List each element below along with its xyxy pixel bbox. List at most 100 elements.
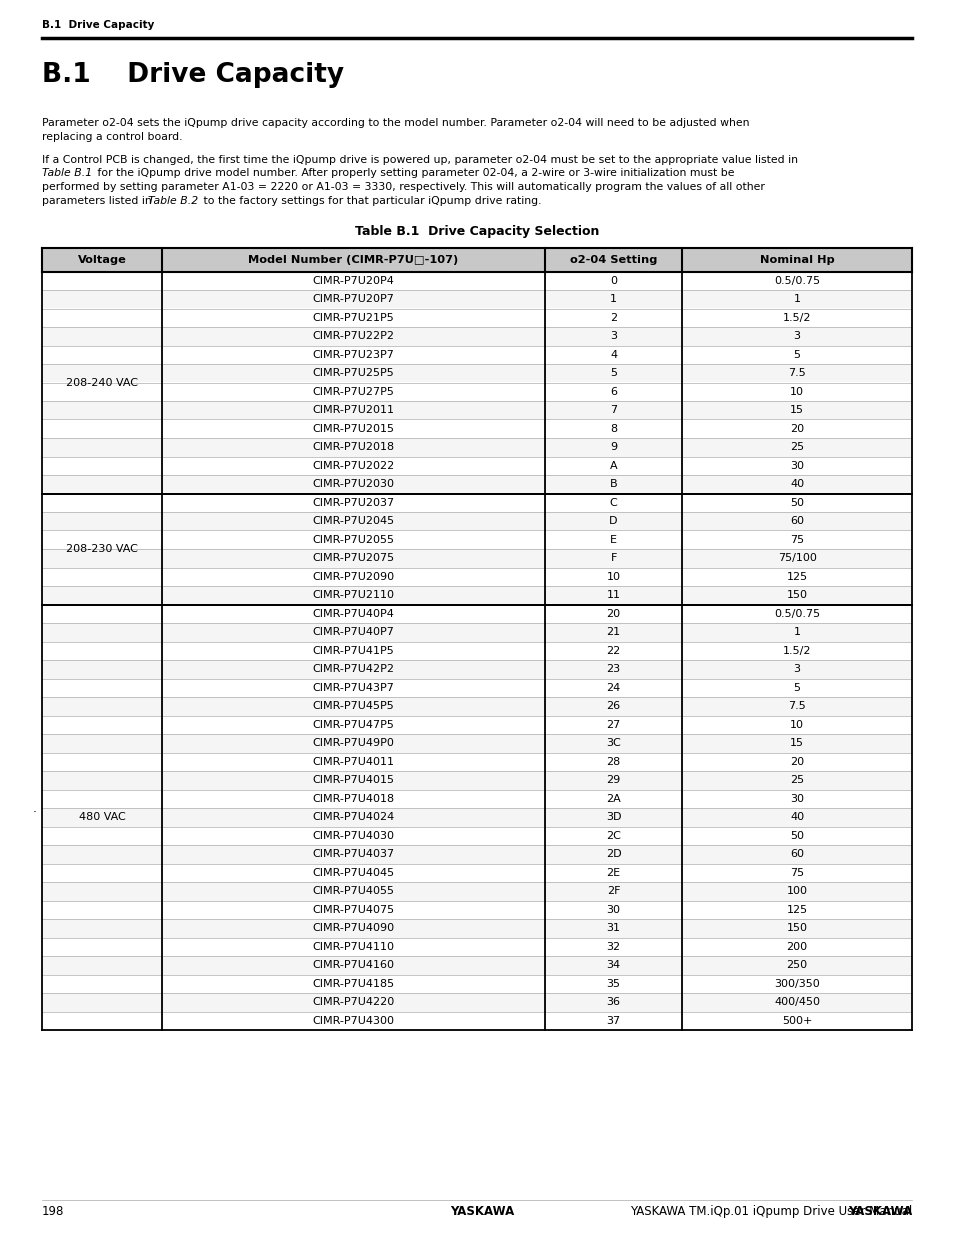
Bar [42, 900, 911, 919]
Text: 125: 125 [786, 905, 807, 915]
Bar [42, 641, 911, 659]
Bar [42, 697, 911, 715]
Text: CIMR-P7U2110: CIMR-P7U2110 [313, 590, 394, 600]
Text: YASKAWA: YASKAWA [847, 1205, 911, 1218]
Bar [42, 438, 911, 457]
Text: for the iQpump drive model number. After properly setting parameter 02-04, a 2-w: for the iQpump drive model number. After… [94, 168, 734, 179]
Text: Voltage: Voltage [77, 254, 127, 264]
Text: 150: 150 [786, 590, 807, 600]
Bar [42, 401, 911, 420]
Text: CIMR-P7U2018: CIMR-P7U2018 [312, 442, 395, 452]
Text: 32: 32 [606, 942, 620, 952]
Text: performed by setting parameter A1-03 = 2220 or A1-03 = 3330, respectively. This : performed by setting parameter A1-03 = 2… [42, 182, 764, 191]
Text: 40: 40 [789, 479, 803, 489]
Text: B.1    Drive Capacity: B.1 Drive Capacity [42, 62, 344, 88]
Text: C: C [609, 498, 617, 508]
Text: CIMR-P7U20P4: CIMR-P7U20P4 [313, 275, 394, 285]
Text: CIMR-P7U43P7: CIMR-P7U43P7 [313, 683, 394, 693]
Text: 50: 50 [789, 831, 803, 841]
Bar [42, 585, 911, 604]
Text: 11: 11 [606, 590, 620, 600]
Text: 30: 30 [789, 794, 803, 804]
Text: CIMR-P7U4015: CIMR-P7U4015 [313, 776, 394, 785]
Text: 30: 30 [789, 461, 803, 471]
Text: 28: 28 [606, 757, 620, 767]
Bar [42, 272, 911, 290]
Bar [42, 309, 911, 327]
Text: CIMR-P7U42P2: CIMR-P7U42P2 [313, 664, 394, 674]
Text: 75/100: 75/100 [777, 553, 816, 563]
Bar [42, 531, 911, 550]
Text: 3: 3 [793, 331, 800, 341]
Text: 3: 3 [793, 664, 800, 674]
Text: 208-240 VAC: 208-240 VAC [66, 378, 138, 388]
Text: 40: 40 [789, 813, 803, 823]
Text: 37: 37 [606, 1015, 620, 1026]
Bar [42, 974, 911, 993]
Text: 5: 5 [610, 368, 617, 378]
Text: 5: 5 [793, 683, 800, 693]
Bar [42, 568, 911, 585]
Text: Model Number (CIMR-P7U□-107): Model Number (CIMR-P7U□-107) [248, 254, 458, 264]
Text: 25: 25 [789, 442, 803, 452]
Text: 15: 15 [789, 739, 803, 748]
Text: Table B.1: Table B.1 [42, 168, 92, 179]
Bar [42, 937, 911, 956]
Text: 2: 2 [609, 312, 617, 322]
Text: E: E [610, 535, 617, 545]
Text: YASKAWA TM.iQp.01 iQpump Drive User Manual: YASKAWA TM.iQp.01 iQpump Drive User Manu… [629, 1205, 911, 1218]
Text: CIMR-P7U4220: CIMR-P7U4220 [312, 997, 395, 1008]
Text: Table B.1  Drive Capacity Selection: Table B.1 Drive Capacity Selection [355, 225, 598, 238]
Text: 22: 22 [606, 646, 620, 656]
Text: 60: 60 [789, 516, 803, 526]
Bar [42, 956, 911, 974]
Bar [42, 882, 911, 900]
Text: 500+: 500+ [781, 1015, 812, 1026]
Text: 25: 25 [789, 776, 803, 785]
Bar [42, 734, 911, 752]
Bar [42, 1011, 911, 1030]
Text: CIMR-P7U2011: CIMR-P7U2011 [313, 405, 394, 415]
Text: CIMR-P7U25P5: CIMR-P7U25P5 [313, 368, 394, 378]
Text: 400/450: 400/450 [773, 997, 820, 1008]
Text: CIMR-P7U2090: CIMR-P7U2090 [312, 572, 395, 582]
Text: 250: 250 [786, 961, 807, 971]
Bar [42, 420, 911, 438]
Text: 1.5/2: 1.5/2 [782, 312, 811, 322]
Text: parameters listed in: parameters listed in [42, 195, 155, 205]
Text: 200: 200 [786, 942, 807, 952]
Text: CIMR-P7U4090: CIMR-P7U4090 [312, 924, 395, 934]
Text: CIMR-P7U4110: CIMR-P7U4110 [313, 942, 394, 952]
Text: to the factory settings for that particular iQpump drive rating.: to the factory settings for that particu… [200, 195, 541, 205]
Bar [42, 383, 911, 401]
Text: 2A: 2A [605, 794, 620, 804]
Text: CIMR-P7U4160: CIMR-P7U4160 [313, 961, 394, 971]
Text: 36: 36 [606, 997, 620, 1008]
Text: CIMR-P7U4185: CIMR-P7U4185 [312, 979, 395, 989]
Text: 26: 26 [606, 701, 620, 711]
Text: 300/350: 300/350 [774, 979, 820, 989]
Text: 50: 50 [789, 498, 803, 508]
Text: CIMR-P7U40P7: CIMR-P7U40P7 [313, 627, 394, 637]
Text: CIMR-P7U22P2: CIMR-P7U22P2 [313, 331, 394, 341]
Text: 4: 4 [609, 350, 617, 359]
Bar [42, 678, 911, 697]
Text: CIMR-P7U2045: CIMR-P7U2045 [312, 516, 395, 526]
Text: CIMR-P7U47P5: CIMR-P7U47P5 [313, 720, 394, 730]
Text: CIMR-P7U2015: CIMR-P7U2015 [313, 424, 394, 433]
Text: CIMR-P7U2055: CIMR-P7U2055 [313, 535, 394, 545]
Bar [42, 808, 911, 826]
Text: 5: 5 [793, 350, 800, 359]
Bar [42, 494, 911, 513]
Text: 35: 35 [606, 979, 620, 989]
Text: 24: 24 [606, 683, 620, 693]
Text: 480 VAC: 480 VAC [78, 813, 125, 823]
Bar [42, 659, 911, 678]
Text: 2D: 2D [605, 850, 620, 860]
Text: CIMR-P7U27P5: CIMR-P7U27P5 [313, 387, 394, 396]
Text: 2F: 2F [606, 887, 619, 897]
Bar [42, 919, 911, 937]
Text: 6: 6 [610, 387, 617, 396]
Bar [42, 513, 911, 531]
Bar [42, 863, 911, 882]
